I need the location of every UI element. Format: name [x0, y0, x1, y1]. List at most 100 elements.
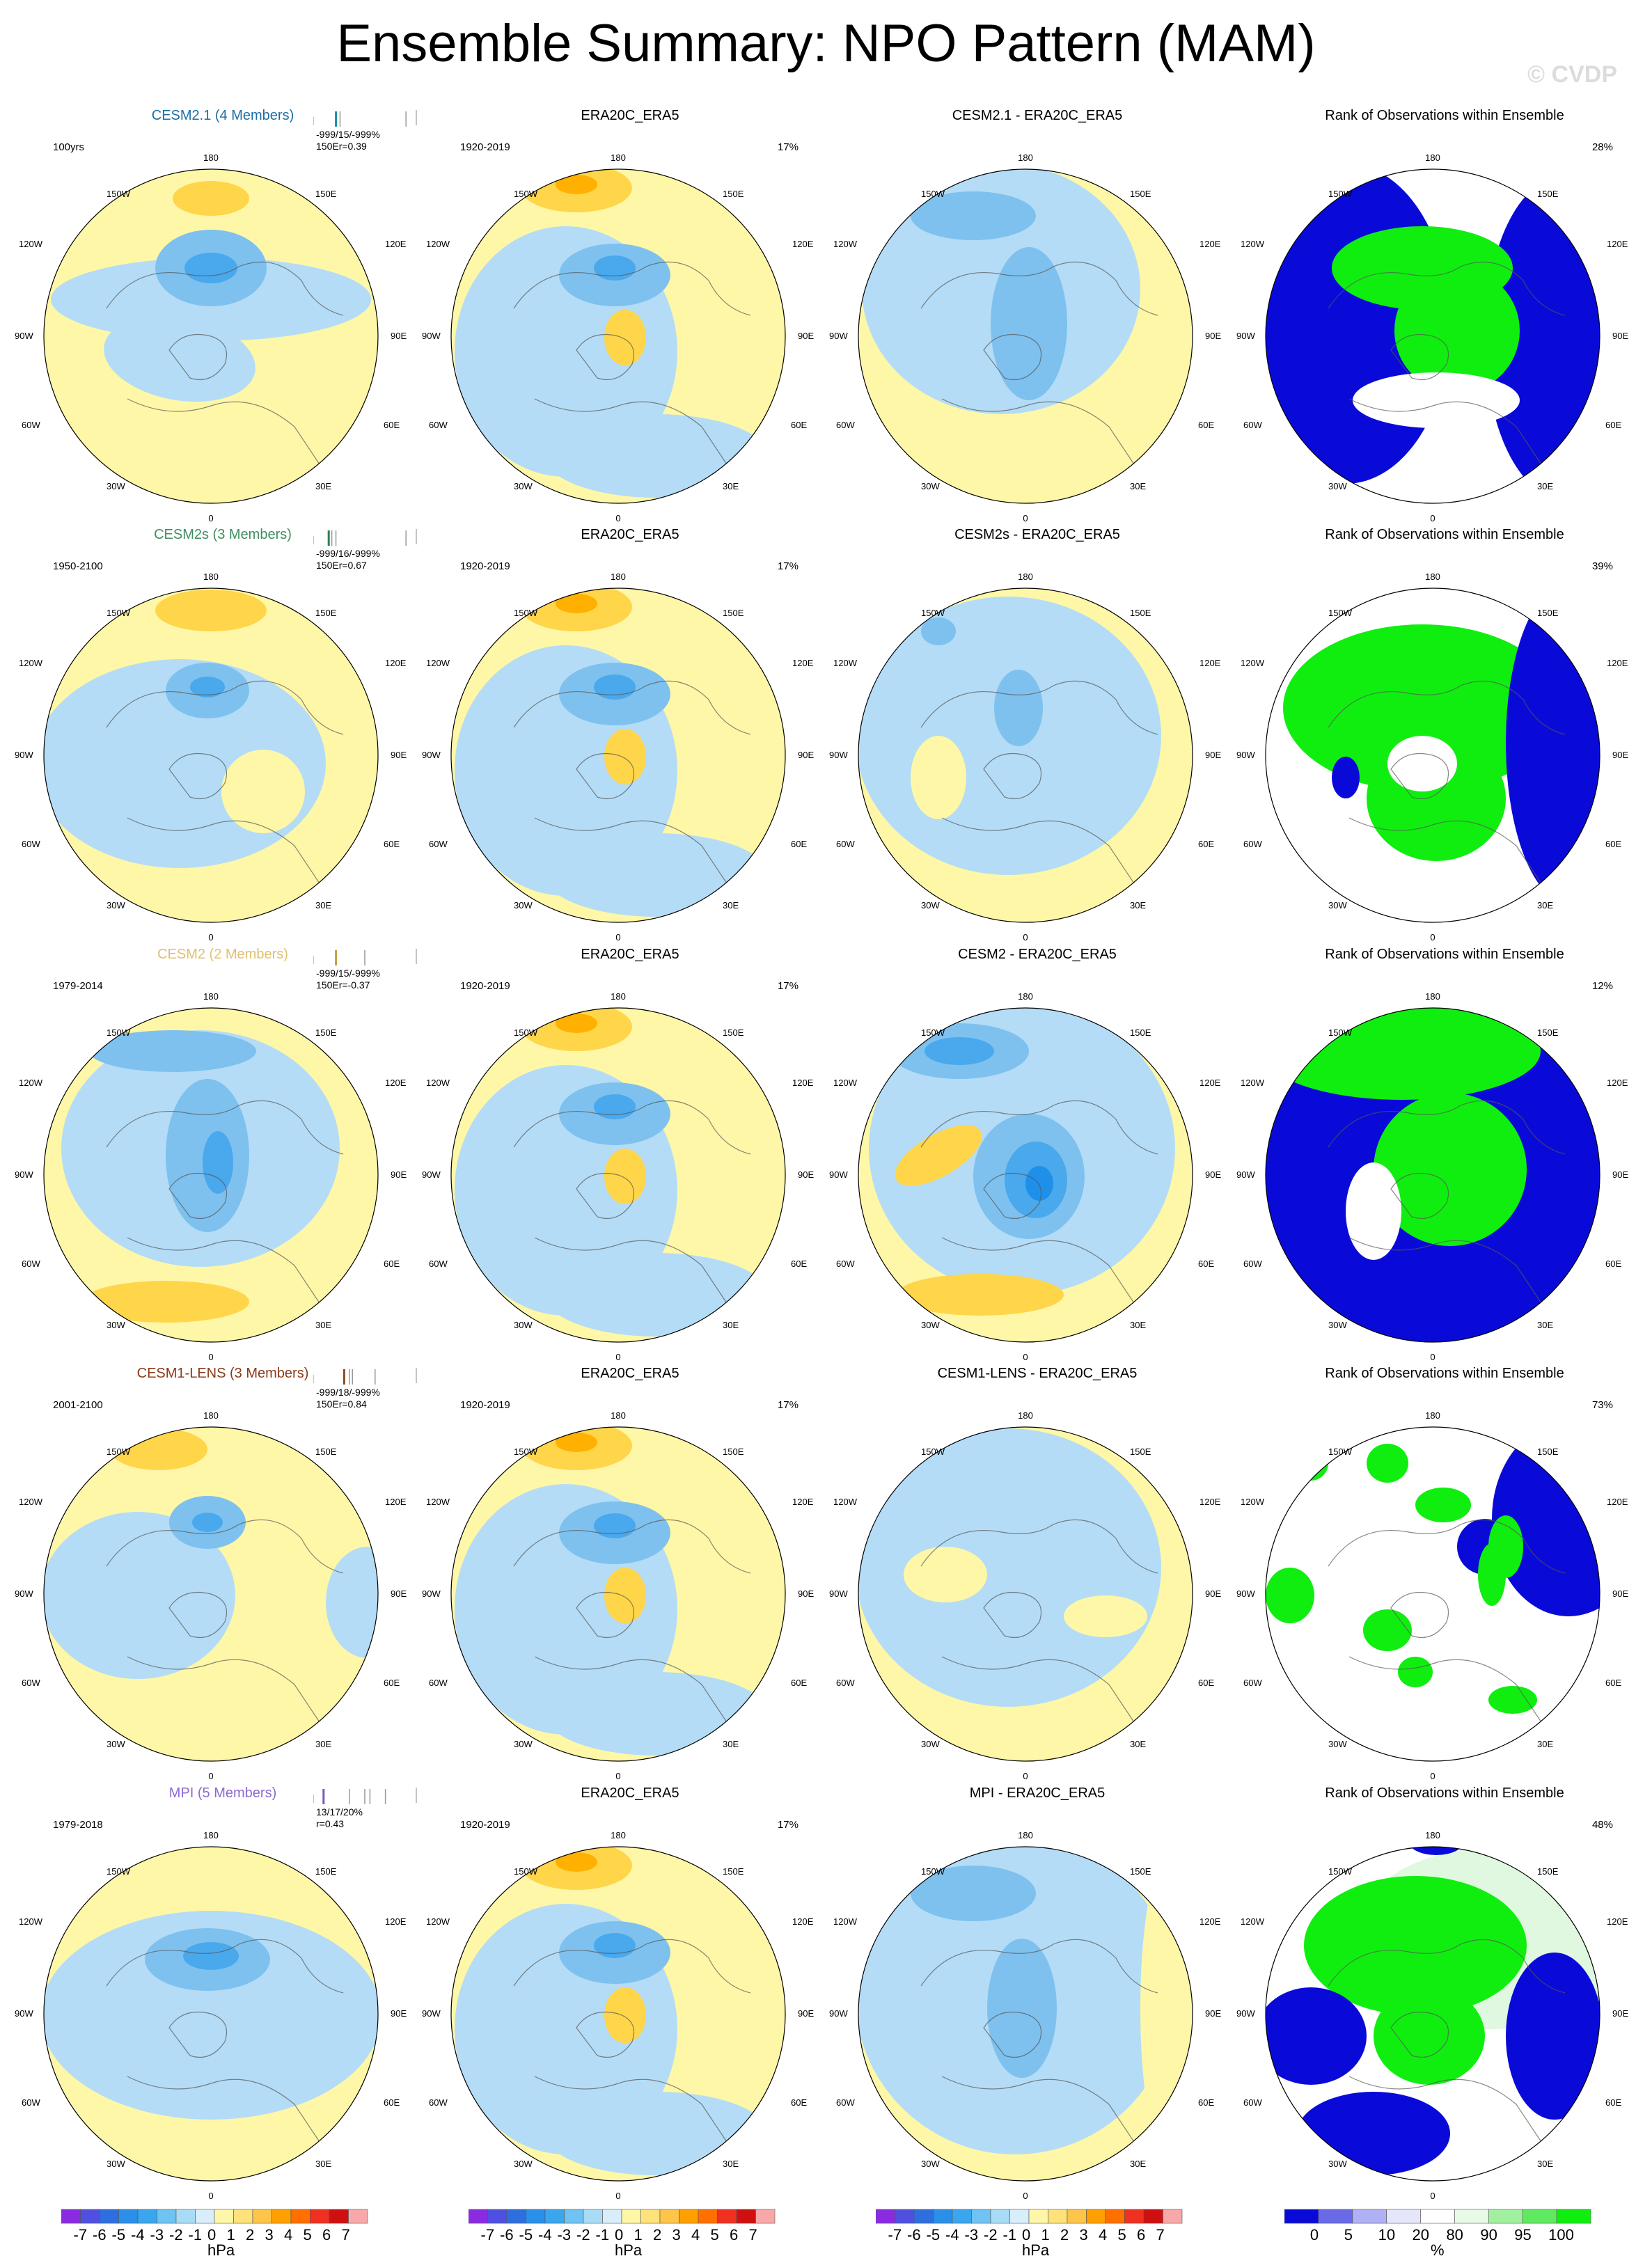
panel-title: MPI (5 Members): [168, 1785, 277, 1801]
positive-lobe: [155, 590, 267, 631]
lon-label-0: 0: [1430, 2191, 1435, 2201]
colorbar-tick-label: 7: [1156, 2226, 1165, 2244]
map-outline: [450, 168, 786, 504]
lon-label-180: 180: [1425, 1830, 1440, 1840]
polar-map: 180 150E 120E 90E 60E 30E 0 30W 60W 90W 120W 150W: [422, 991, 814, 1362]
panel-model-row2: CESM2s (3 Members) 1950-2100 -999/16/-999%…: [15, 527, 418, 945]
lon-label-90E: 90E: [391, 1588, 407, 1599]
positive-center: [556, 594, 597, 613]
lon-label-90W: 90W: [1236, 750, 1255, 760]
period-label: 2001-2100: [53, 1399, 103, 1411]
lon-label-30W: 30W: [107, 2159, 125, 2169]
rank-colorbar-tick-label: 100: [1548, 2226, 1574, 2244]
stats-label: -999/15/-999% 150Er=-0.37: [316, 968, 380, 991]
lon-label-180: 180: [1018, 152, 1033, 163]
coastlines: [1328, 680, 1566, 888]
positive-patch: [604, 1149, 646, 1204]
map-outline: [858, 1007, 1193, 1343]
lon-label-150E: 150E: [723, 1446, 744, 1457]
coastlines: [920, 1519, 1158, 1727]
colorbar-swatch: [80, 2209, 100, 2224]
rank-high-region: [1266, 1568, 1314, 1623]
lon-label-0: 0: [208, 1771, 213, 1781]
negative-center: [183, 1942, 239, 1970]
percent-label: 12%: [1591, 980, 1613, 992]
rank-high-region: [1415, 1488, 1471, 1522]
lon-label-90E: 90E: [1612, 1169, 1628, 1180]
colorbar-tick-label: 4: [284, 2226, 293, 2244]
lon-label-120E: 120E: [1607, 1916, 1628, 1927]
lon-label-150W: 150W: [1328, 1866, 1353, 1877]
colorbar-swatch: [1352, 2209, 1387, 2224]
negative-lobe: [911, 1866, 1036, 1921]
page-title: Ensemble Summary: NPO Pattern (MAM): [336, 14, 1316, 73]
coastlines: [513, 1100, 751, 1308]
lon-label-120E: 120E: [1607, 239, 1628, 249]
lon-label-60E: 60E: [1605, 2097, 1621, 2108]
positive-patch: [604, 729, 646, 784]
negative-lobe-core: [925, 1037, 994, 1065]
lon-label-90E: 90E: [1205, 1169, 1221, 1180]
lon-label-60W: 60W: [836, 2097, 855, 2108]
lon-label-60E: 60E: [791, 2097, 807, 2108]
member-ticks: [313, 1368, 417, 1385]
colorbar-swatch: [1067, 2209, 1087, 2224]
panel-diff-row3: CESM2 - ERA20C_ERA5 180 150E 120E 90E 60E 30E 0…: [829, 947, 1232, 1364]
rank-low-region: [1408, 1847, 1464, 1855]
lon-label-0: 0: [208, 932, 213, 943]
panel-title: CESM2.1 - ERA20C_ERA5: [952, 108, 1123, 123]
rank-colorbar-unit: %: [1431, 2241, 1445, 2259]
colorbar-tick-label: 2: [246, 2226, 255, 2244]
lon-label-60E: 60E: [1605, 1259, 1621, 1269]
polar-map: 180 150E 120E 90E 60E 30E 0 30W 60W 90W 120W 150W: [829, 1830, 1221, 2201]
panel-title: CESM2 - ERA20C_ERA5: [958, 947, 1117, 962]
lon-label-30W: 30W: [921, 900, 940, 910]
rank-high-region: [1304, 1876, 1527, 2015]
negative-core: [991, 247, 1067, 400]
lon-label-60E: 60E: [1605, 839, 1621, 849]
lon-label-90W: 90W: [829, 331, 848, 341]
lon-label-90W: 90W: [15, 331, 33, 341]
lon-label-30W: 30W: [514, 2159, 533, 2169]
lon-label-90E: 90E: [1612, 750, 1628, 760]
map-outline: [858, 1846, 1193, 2182]
lon-label-90W: 90W: [422, 750, 441, 760]
lon-label-60E: 60E: [384, 839, 400, 849]
panel-model-row4: CESM1-LENS (3 Members) 2001-2100 -999/18/-…: [15, 1366, 418, 1783]
panel-rank-row2: Rank of Observations within Ensemble 39% 1…: [1236, 527, 1639, 945]
lon-label-60W: 60W: [22, 1678, 40, 1688]
colorbar-swatch: [290, 2209, 310, 2224]
rank-colorbar-tick-label: 5: [1344, 2226, 1353, 2244]
colorbar-tick-label: -2: [576, 2226, 590, 2244]
colorbar-tick-label: 5: [303, 2226, 312, 2244]
lon-label-60E: 60E: [384, 1259, 400, 1269]
colorbar-swatch: [99, 2209, 119, 2224]
percent-label: 73%: [1591, 1399, 1613, 1411]
lon-label-120W: 120W: [1241, 239, 1265, 249]
colorbar-swatch: [1143, 2209, 1163, 2224]
lon-label-90W: 90W: [1236, 1588, 1255, 1599]
lon-label-180: 180: [611, 571, 626, 582]
lon-label-60E: 60E: [1198, 1259, 1214, 1269]
colorbar-tick-label: 0: [1022, 2226, 1031, 2244]
positive-patch: [911, 736, 966, 819]
panel-title: CESM1-LENS (3 Members): [136, 1366, 309, 1381]
lon-label-150W: 150W: [107, 608, 131, 618]
colorbar-tick-label: -4: [538, 2226, 552, 2244]
period-label: 1920-2019: [460, 1819, 510, 1831]
lon-label-90W: 90W: [15, 1169, 33, 1180]
lon-label-90W: 90W: [15, 750, 33, 760]
polar-map: 180 150E 120E 90E 60E 30E 0 30W 60W 90W 120W 150W: [829, 571, 1221, 943]
colorbar-swatch: [1556, 2209, 1591, 2224]
lon-label-120W: 120W: [833, 658, 858, 668]
lon-label-90W: 90W: [422, 1169, 441, 1180]
stats-line-2: 150Er=0.84: [316, 1398, 367, 1410]
colorbar-tick-label: -6: [500, 2226, 514, 2244]
rank-low-region: [1492, 1427, 1600, 1616]
lon-label-90W: 90W: [15, 2008, 33, 2019]
percent-label: 17%: [777, 141, 799, 153]
lon-label-150W: 150W: [921, 1027, 945, 1038]
lon-label-30E: 30E: [723, 481, 739, 491]
map-outline: [1265, 168, 1600, 504]
panel-title: Rank of Observations within Ensemble: [1325, 527, 1564, 542]
